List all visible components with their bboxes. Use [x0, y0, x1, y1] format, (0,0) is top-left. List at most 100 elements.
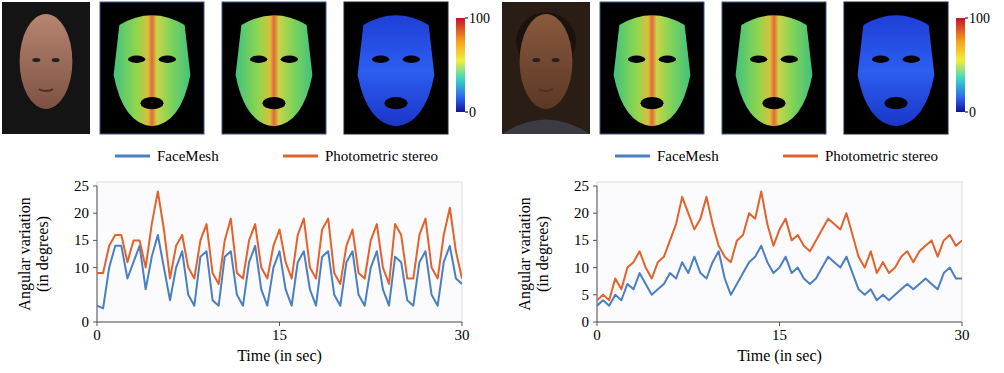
x-tick-label: 0	[593, 327, 601, 343]
figure: 0 100 FaceMesh Photometric stereo 0 10 15 20 25 0…	[0, 0, 1004, 373]
photo-eye	[32, 58, 40, 62]
y-tick	[93, 322, 97, 323]
panel: 0100FaceMeshPhotometric stereo0101520250…	[2, 2, 490, 365]
y-tick-label: 25	[74, 178, 89, 194]
photo-mouth	[39, 89, 53, 91]
eye-hole	[781, 56, 798, 63]
x-tick-label: 15	[772, 327, 787, 343]
photo-eye	[552, 58, 560, 62]
y-tick-label: 0	[82, 314, 90, 330]
x-tick-label: 15	[272, 327, 287, 343]
x-tick-label: 30	[955, 327, 970, 343]
y-tick-label: 15	[574, 232, 589, 248]
eye-hole	[128, 56, 145, 63]
legend-swatch	[283, 155, 318, 158]
colorbar-tick	[465, 18, 468, 19]
mouth-hole	[140, 97, 163, 109]
colorbar-label: 0	[969, 105, 976, 120]
photo-shirt	[502, 119, 590, 134]
photo-background	[2, 2, 90, 134]
y-tick-label: 10	[574, 260, 589, 276]
plot-area	[97, 182, 462, 322]
x-tick	[462, 322, 463, 326]
y-tick-label: 5	[582, 287, 590, 303]
normal-map	[736, 15, 813, 126]
y-axis-title-line: (in degrees)	[34, 216, 52, 292]
legend-swatch	[115, 155, 150, 158]
y-tick	[593, 267, 597, 268]
mouth-hole	[262, 97, 285, 109]
colorbar-label: 100	[469, 11, 490, 26]
legend-label: FaceMesh	[657, 148, 719, 164]
photo-eye	[52, 58, 60, 62]
y-tick	[593, 294, 597, 295]
y-axis-title-line: (in degrees)	[534, 216, 552, 292]
y-tick	[93, 240, 97, 241]
normal-map	[236, 15, 313, 126]
y-tick	[593, 186, 597, 187]
legend-swatch	[783, 155, 818, 158]
y-tick	[93, 267, 97, 268]
x-axis-title: Time (in sec)	[237, 347, 322, 365]
x-tick	[779, 322, 780, 326]
eye-hole	[250, 56, 267, 63]
mouth-hole	[884, 97, 907, 109]
mask-frame	[100, 2, 204, 134]
legend-label: Photometric stereo	[825, 148, 938, 164]
y-tick	[93, 186, 97, 187]
mask-frame	[844, 2, 948, 134]
mask-frame	[222, 2, 326, 134]
lines	[97, 191, 462, 308]
eye-hole	[628, 56, 645, 63]
y-tick	[593, 322, 597, 323]
legend-label: Photometric stereo	[325, 148, 438, 164]
eye-hole	[659, 56, 676, 63]
mask-frame	[344, 2, 448, 134]
x-tick-label: 0	[93, 327, 101, 343]
photo-face	[20, 14, 73, 109]
colorbar	[956, 18, 965, 112]
photo-face	[520, 14, 573, 109]
x-axis	[97, 322, 462, 323]
mouth-hole	[762, 97, 785, 109]
eye-hole	[903, 56, 920, 63]
panel: 0100FaceMeshPhotometric stereo0510152025…	[502, 2, 990, 365]
x-axis	[597, 322, 962, 323]
x-tick	[97, 322, 98, 326]
y-axis	[97, 186, 98, 322]
colorbar-tick	[465, 112, 468, 113]
y-tick-label: 25	[574, 178, 589, 194]
photo-eye	[532, 58, 540, 62]
normal-map	[114, 15, 191, 126]
y-axis-title-line: Angular variation	[516, 197, 534, 310]
plot-area	[597, 182, 962, 322]
y-tick	[593, 213, 597, 214]
colorbar	[456, 18, 465, 112]
photo-background	[502, 2, 590, 134]
colorbar-tick	[965, 18, 968, 19]
y-tick	[93, 213, 97, 214]
y-axis-title: Angular variation(in degrees)	[16, 197, 52, 310]
eye-hole	[281, 56, 298, 63]
legend-label: FaceMesh	[157, 148, 219, 164]
mouth-hole	[640, 97, 663, 109]
y-tick-label: 20	[574, 205, 589, 221]
mask-frame	[722, 2, 826, 134]
y-axis-title: Angular variation(in degrees)	[516, 197, 552, 310]
y-axis-title-line: Angular variation	[16, 197, 34, 310]
eye-hole	[159, 56, 176, 63]
error-map	[358, 15, 435, 126]
x-tick	[279, 322, 280, 326]
lines	[597, 191, 962, 305]
legend-swatch	[615, 155, 650, 158]
y-tick-label: 20	[74, 205, 89, 221]
mask-frame	[600, 2, 704, 134]
series-line	[97, 191, 462, 283]
mouth-hole	[384, 97, 407, 109]
x-tick	[962, 322, 963, 326]
eye-hole	[372, 56, 389, 63]
y-axis	[597, 186, 598, 322]
colorbar-tick	[965, 112, 968, 113]
x-tick-label: 30	[455, 327, 470, 343]
y-tick-label: 15	[74, 232, 89, 248]
